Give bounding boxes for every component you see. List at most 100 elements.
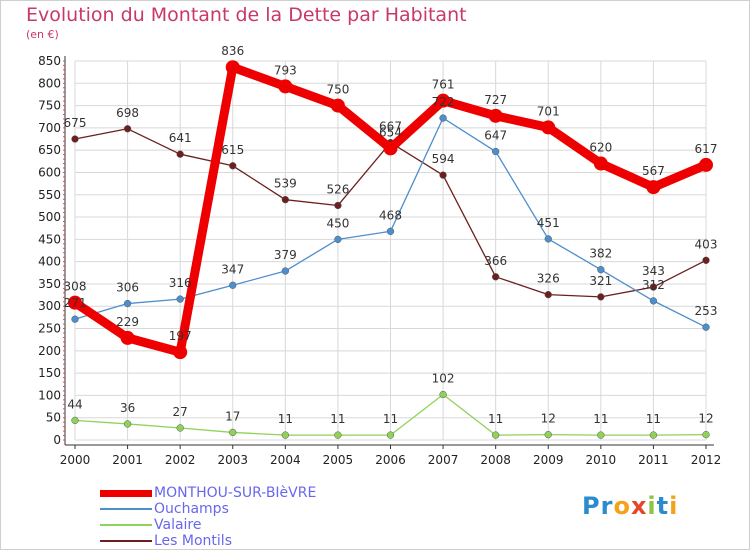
data-point xyxy=(544,430,552,439)
data-label: 468 xyxy=(379,208,402,222)
data-label: 647 xyxy=(484,129,507,143)
data-point xyxy=(383,141,398,156)
data-point xyxy=(71,315,79,323)
data-point xyxy=(278,79,293,94)
y-tick-label: 200 xyxy=(38,344,61,358)
data-label: 701 xyxy=(537,104,560,118)
data-label: 343 xyxy=(642,264,665,278)
y-tick-label: 750 xyxy=(38,99,61,113)
chart-title: Evolution du Montant de la Dette par Hab… xyxy=(26,4,467,26)
data-point xyxy=(173,345,188,360)
data-label: 594 xyxy=(432,152,455,166)
data-label: 17 xyxy=(225,409,240,423)
x-tick-label: 2003 xyxy=(217,453,248,467)
x-tick-label: 2000 xyxy=(60,453,91,467)
data-point xyxy=(281,267,289,275)
data-label: 617 xyxy=(695,142,718,156)
y-tick-label: 700 xyxy=(38,121,61,135)
logo-letter: t xyxy=(656,492,670,520)
data-point xyxy=(492,431,500,439)
data-point xyxy=(229,428,237,437)
data-label: 761 xyxy=(432,78,455,92)
data-label: 727 xyxy=(484,93,507,107)
data-label: 11 xyxy=(330,412,345,426)
data-point xyxy=(386,431,395,439)
y-tick-label: 350 xyxy=(38,277,61,291)
data-point xyxy=(334,235,342,244)
data-point xyxy=(123,125,132,133)
data-label: 654 xyxy=(379,125,402,139)
x-tick-label: 2010 xyxy=(586,453,617,467)
data-point xyxy=(176,424,184,432)
x-tick-label: 2012 xyxy=(691,453,722,467)
data-point xyxy=(123,420,132,428)
data-point xyxy=(544,235,552,243)
data-label: 11 xyxy=(593,412,608,426)
data-label: 451 xyxy=(537,216,560,230)
data-point xyxy=(649,283,658,291)
legend-swatch-valaire xyxy=(100,524,152,526)
data-point xyxy=(488,108,503,123)
data-point xyxy=(702,323,710,331)
data-label: 347 xyxy=(221,262,244,276)
legend-swatch-monthou xyxy=(100,490,152,497)
data-label: 11 xyxy=(488,412,503,426)
data-point xyxy=(649,431,658,439)
legend-label-ouchamps: Ouchamps xyxy=(154,501,229,517)
data-label: 526 xyxy=(326,182,349,196)
chart-subtitle: (en €) xyxy=(26,28,59,41)
data-label: 698 xyxy=(116,106,139,120)
data-label: 253 xyxy=(695,304,718,318)
y-tick-label: 50 xyxy=(46,411,61,425)
data-point xyxy=(229,162,237,170)
x-tick-label: 2008 xyxy=(480,453,511,467)
data-label: 229 xyxy=(116,315,139,329)
data-point xyxy=(702,430,710,439)
data-point xyxy=(646,180,661,195)
y-tick-label: 400 xyxy=(38,255,61,269)
logo-letter: P xyxy=(582,492,601,520)
data-point xyxy=(597,266,605,274)
data-point xyxy=(229,281,237,289)
data-label: 271 xyxy=(64,296,87,310)
legend-label-monthou: MONTHOU-SUR-BIèVRE xyxy=(154,485,317,501)
y-tick-label: 100 xyxy=(38,388,61,402)
data-point xyxy=(439,171,447,179)
data-point xyxy=(436,93,451,108)
x-tick-label: 2002 xyxy=(165,453,196,467)
data-label: 306 xyxy=(116,281,139,295)
data-label: 316 xyxy=(169,276,192,290)
x-tick-label: 2007 xyxy=(428,453,459,467)
data-label: 321 xyxy=(589,274,612,288)
data-point xyxy=(281,196,289,204)
y-tick-label: 500 xyxy=(38,210,61,224)
data-point xyxy=(544,290,552,299)
y-tick-label: 600 xyxy=(38,165,61,179)
data-label: 12 xyxy=(698,412,713,426)
data-point xyxy=(281,431,289,439)
data-label: 620 xyxy=(589,141,612,155)
data-point xyxy=(439,114,447,122)
data-label: 11 xyxy=(646,412,661,426)
data-point xyxy=(176,295,184,303)
data-label: 836 xyxy=(221,44,244,58)
x-tick-label: 2005 xyxy=(323,453,354,467)
proxiti-logo: Proxiti xyxy=(582,492,678,520)
data-point xyxy=(541,120,556,135)
x-tick-label: 2006 xyxy=(375,453,406,467)
data-point xyxy=(699,157,713,172)
data-point xyxy=(120,330,135,345)
y-tick-label: 250 xyxy=(38,322,61,336)
data-label: 450 xyxy=(326,216,349,230)
data-label: 36 xyxy=(120,401,135,415)
x-tick-label: 2004 xyxy=(270,453,301,467)
data-label: 641 xyxy=(169,131,192,145)
y-tick-label: 300 xyxy=(38,299,61,313)
data-label: 12 xyxy=(541,412,556,426)
data-point xyxy=(702,256,710,264)
data-point xyxy=(649,297,658,305)
logo-letter: i xyxy=(669,492,679,520)
data-label: 44 xyxy=(67,397,82,411)
legend-label-les-montils: Les Montils xyxy=(154,533,232,549)
